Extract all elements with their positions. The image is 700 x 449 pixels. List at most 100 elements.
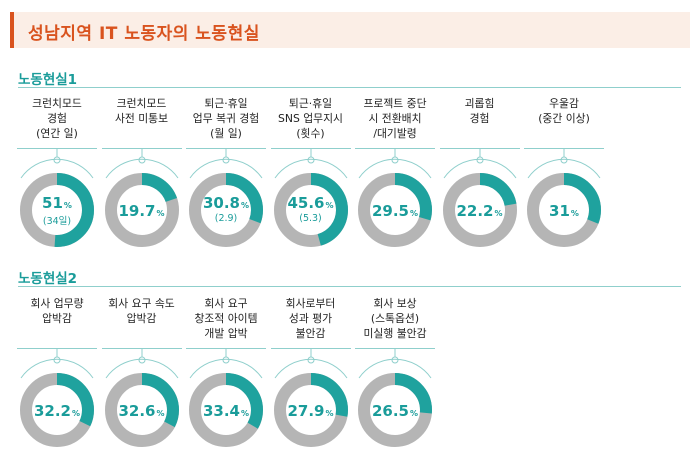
donut-value: 22.2% [440, 201, 520, 220]
donut-chart [189, 373, 263, 447]
donut-value-number: 26.5 [371, 402, 409, 420]
donut-label: 괴롭힘 경험 [464, 97, 495, 125]
donut-chart [20, 373, 94, 447]
donut-value-unit: % [410, 409, 419, 418]
donut-label: 회사 보상 (스톡옵션) 미실행 불안감 [363, 297, 427, 340]
donut-label: 회사 요구 창조적 아이템 개발 압박 [194, 297, 258, 340]
donut-value-slice [442, 173, 517, 247]
donut-value-slice [358, 373, 432, 447]
donut-item: 퇴근·휴일 업무 복귀 경험 (월 일) 30.8% (2.9) [186, 96, 266, 262]
donut-value-number: 31 [549, 202, 570, 220]
donut-label: 회사로부터 성과 평가 불안감 [285, 297, 336, 340]
donut-value-unit: % [72, 409, 81, 418]
donut-value-unit: % [156, 409, 165, 418]
donut-value-number: 33.4 [202, 402, 240, 420]
donut-label: 퇴근·휴일 SNS 업무지시 (횟수) [278, 97, 343, 140]
page-title: 성남지역 IT 노동자의 노동현실 [28, 24, 260, 44]
donut-value-unit: % [241, 201, 250, 210]
donut-item: 회사 요구 창조적 아이템 개발 압박 33.4% [186, 296, 266, 449]
connector-marker [443, 148, 516, 179]
section-label-2: 노동현실2 [18, 271, 78, 287]
donut-label: 크런치모드 사전 미통보 [114, 97, 169, 125]
donut-value-unit: % [325, 201, 334, 210]
connector-marker [105, 348, 178, 379]
donut-chart [442, 173, 517, 247]
donut-value: 30.8% [186, 193, 266, 212]
donut-value-number: 27.9 [287, 402, 325, 420]
connector-marker [274, 148, 347, 179]
donut-chart [104, 173, 179, 247]
donut-subvalue: (5.3) [299, 213, 322, 224]
donut-value-unit: % [325, 409, 334, 418]
donut-item: 회사 요구 속도 압박감 32.6% [101, 296, 182, 449]
donut-value: 31% [524, 201, 604, 220]
donut-chart [20, 173, 94, 247]
donut-value-unit: % [241, 409, 250, 418]
donut-item: 프로젝트 중단 시 전환배치 /대기발령 29.5% [355, 96, 435, 262]
donut-value-slice [20, 373, 94, 447]
donut-value-unit: % [63, 201, 72, 210]
donut-value-slice [189, 173, 263, 247]
donut-value-slice [104, 373, 179, 447]
donut-value: 27.9% [271, 401, 351, 420]
donut-value-number: 45.6 [287, 194, 325, 212]
donut-value-slice [20, 173, 94, 247]
connector-marker [20, 148, 94, 179]
donut-item: 퇴근·휴일 SNS 업무지시 (횟수) 45.6% (5.3) [270, 96, 351, 262]
donut-value: 32.6% [102, 401, 182, 420]
donut-value-slice [273, 373, 348, 447]
connector-marker [20, 348, 94, 379]
donut-value: 29.5% [355, 201, 435, 220]
donut-label: 우울감 (중간 이상) [538, 97, 590, 125]
donut-value-slice [104, 173, 179, 247]
connector-marker [527, 148, 601, 179]
donut-label: 프로젝트 중단 시 전환배치 /대기발령 [363, 97, 427, 140]
donut-label: 퇴근·휴일 업무 복귀 경험 (월 일) [192, 97, 260, 140]
donut-item: 크런치모드 사전 미통보 19.7% [101, 96, 182, 262]
connector-marker [358, 148, 432, 179]
donut-value-number: 22.2 [456, 202, 494, 220]
donut-chart [189, 173, 263, 247]
donut-value: 26.5% [355, 401, 435, 420]
donut-item: 회사 보상 (스톡옵션) 미실행 불안감 26.5% [355, 296, 435, 449]
donut-value-number: 51 [42, 194, 63, 212]
section-divider-2 [18, 286, 681, 287]
donut-value-slice [189, 373, 263, 447]
donut-value-unit: % [494, 209, 503, 218]
donut-value-number: 29.5 [371, 202, 409, 220]
donut-item: 크런치모드 경험 (연간 일) 51% (34일) [17, 96, 97, 262]
donut-value-number: 30.8 [202, 194, 240, 212]
donut-value-number: 32.6 [118, 402, 156, 420]
donut-chart [273, 373, 348, 447]
section-divider-1 [18, 87, 681, 88]
section-label-1: 노동현실1 [18, 72, 78, 88]
donut-subvalue: (34일) [42, 216, 72, 227]
donut-value-unit: % [410, 209, 419, 218]
donut-label: 크런치모드 경험 (연간 일) [32, 97, 82, 140]
donut-chart [104, 373, 179, 447]
connector-marker [189, 148, 263, 179]
donut-value: 19.7% [102, 201, 182, 220]
donut-item: 괴롭힘 경험 22.2% [439, 96, 520, 262]
donut-chart [527, 173, 601, 247]
donut-chart [273, 173, 348, 247]
donut-label: 회사 업무량 압박감 [30, 297, 84, 325]
donut-value-number: 32.2 [33, 402, 71, 420]
donut-value: 33.4% [186, 401, 266, 420]
donut-subvalue: (2.9) [214, 213, 238, 224]
donut-value: 45.6% [271, 193, 351, 212]
connector-marker [189, 348, 263, 379]
donut-chart [358, 373, 432, 447]
donut-value: 51% [17, 193, 97, 212]
donut-item: 회사 업무량 압박감 32.2% [17, 296, 97, 449]
donut-chart [358, 173, 432, 247]
donut-item: 우울감 (중간 이상) 31% [524, 96, 604, 262]
donut-value-unit: % [156, 209, 165, 218]
donut-value-slice [527, 173, 601, 247]
connector-marker [358, 348, 432, 379]
title-bar: 성남지역 IT 노동자의 노동현실 [10, 12, 690, 48]
connector-marker [274, 348, 347, 379]
donut-item: 회사로부터 성과 평가 불안감 27.9% [270, 296, 351, 449]
donut-value-slice [273, 173, 348, 247]
donut-value-number: 19.7 [118, 202, 156, 220]
